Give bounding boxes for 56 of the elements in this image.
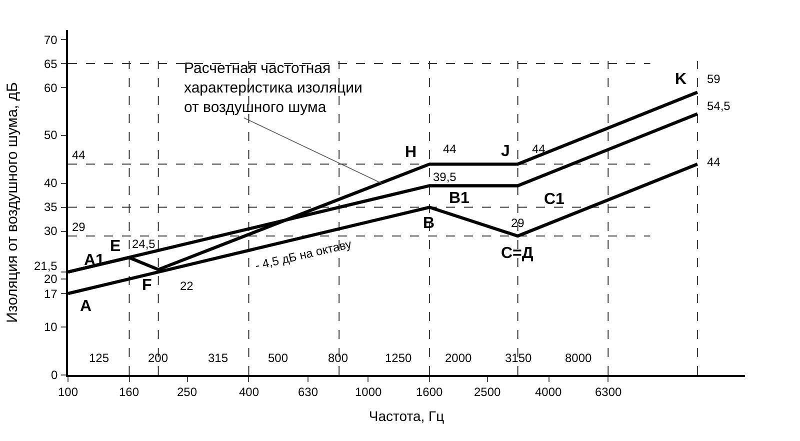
x-axis-title: Частота, Гц bbox=[368, 408, 444, 424]
annotation: J bbox=[501, 143, 510, 160]
annotation: 44 bbox=[707, 155, 721, 169]
annotation: 125 bbox=[89, 351, 110, 365]
y-tick-label: 50 bbox=[44, 128, 58, 142]
annotation: 8000 bbox=[565, 351, 592, 365]
x-tick-label: 1600 bbox=[416, 385, 444, 399]
annotation: 3150 bbox=[505, 351, 532, 365]
annotation: - 4,5 дБ на октаву bbox=[254, 236, 353, 273]
y-tick-label: 20 bbox=[44, 272, 58, 286]
x-tick-label: 160 bbox=[119, 385, 140, 399]
annotation: 500 bbox=[268, 351, 288, 365]
ref-line-label: 44 bbox=[72, 148, 86, 162]
y-tick-label: 70 bbox=[44, 33, 58, 47]
x-tick-label: 100 bbox=[58, 385, 78, 399]
annotation: 1250 bbox=[385, 351, 412, 365]
annotation: 44 bbox=[532, 142, 546, 156]
annotation: 315 bbox=[208, 351, 228, 365]
y-tick-label: 17 bbox=[44, 287, 58, 301]
annotation: 200 bbox=[148, 351, 168, 365]
annotation: B bbox=[423, 215, 435, 232]
y-tick-label: 21,5 bbox=[34, 259, 58, 273]
annotation: C=Д bbox=[501, 245, 534, 262]
x-tick-label: 4000 bbox=[535, 385, 562, 399]
annotation: 29 bbox=[511, 216, 525, 230]
y-axis-title: Изоляция от воздушного шума, дБ bbox=[4, 82, 21, 323]
y-tick-label: 35 bbox=[44, 200, 58, 214]
x-tick-label: 250 bbox=[177, 385, 198, 399]
annotation: B1 bbox=[449, 190, 470, 207]
annotation: A bbox=[80, 298, 92, 315]
annotation: 24,5 bbox=[132, 237, 156, 251]
annotation: F bbox=[142, 277, 152, 294]
annotation: 59 bbox=[707, 72, 721, 86]
annotation: 54,5 bbox=[707, 99, 731, 113]
x-tick-label: 2500 bbox=[474, 385, 502, 399]
annotation: 2000 bbox=[445, 351, 472, 365]
x-tick-label: 6300 bbox=[595, 385, 622, 399]
ref-line-label: 29 bbox=[72, 220, 86, 234]
annotation: 39,5 bbox=[433, 170, 457, 184]
annotation: H bbox=[405, 144, 417, 161]
annotation: K bbox=[675, 71, 687, 88]
y-tick-label: 0 bbox=[51, 368, 58, 382]
annotation: 22 bbox=[180, 279, 194, 293]
annotation: 44 bbox=[443, 142, 457, 156]
x-tick-label: 1000 bbox=[355, 385, 382, 399]
annotation: E bbox=[110, 238, 121, 255]
annotation: 800 bbox=[328, 351, 348, 365]
annotation: C1 bbox=[544, 191, 565, 208]
y-tick-label: 10 bbox=[44, 320, 58, 334]
y-tick-label: 60 bbox=[44, 81, 58, 95]
x-tick-label: 400 bbox=[239, 385, 260, 399]
y-tick-label: 30 bbox=[44, 224, 58, 238]
x-tick-label: 630 bbox=[298, 385, 318, 399]
annotation: Расчетная частотная характеристика изоляции от воздушного шума bbox=[184, 60, 362, 116]
y-tick-label: 40 bbox=[44, 176, 58, 190]
y-tick-label: 65 bbox=[44, 57, 58, 71]
